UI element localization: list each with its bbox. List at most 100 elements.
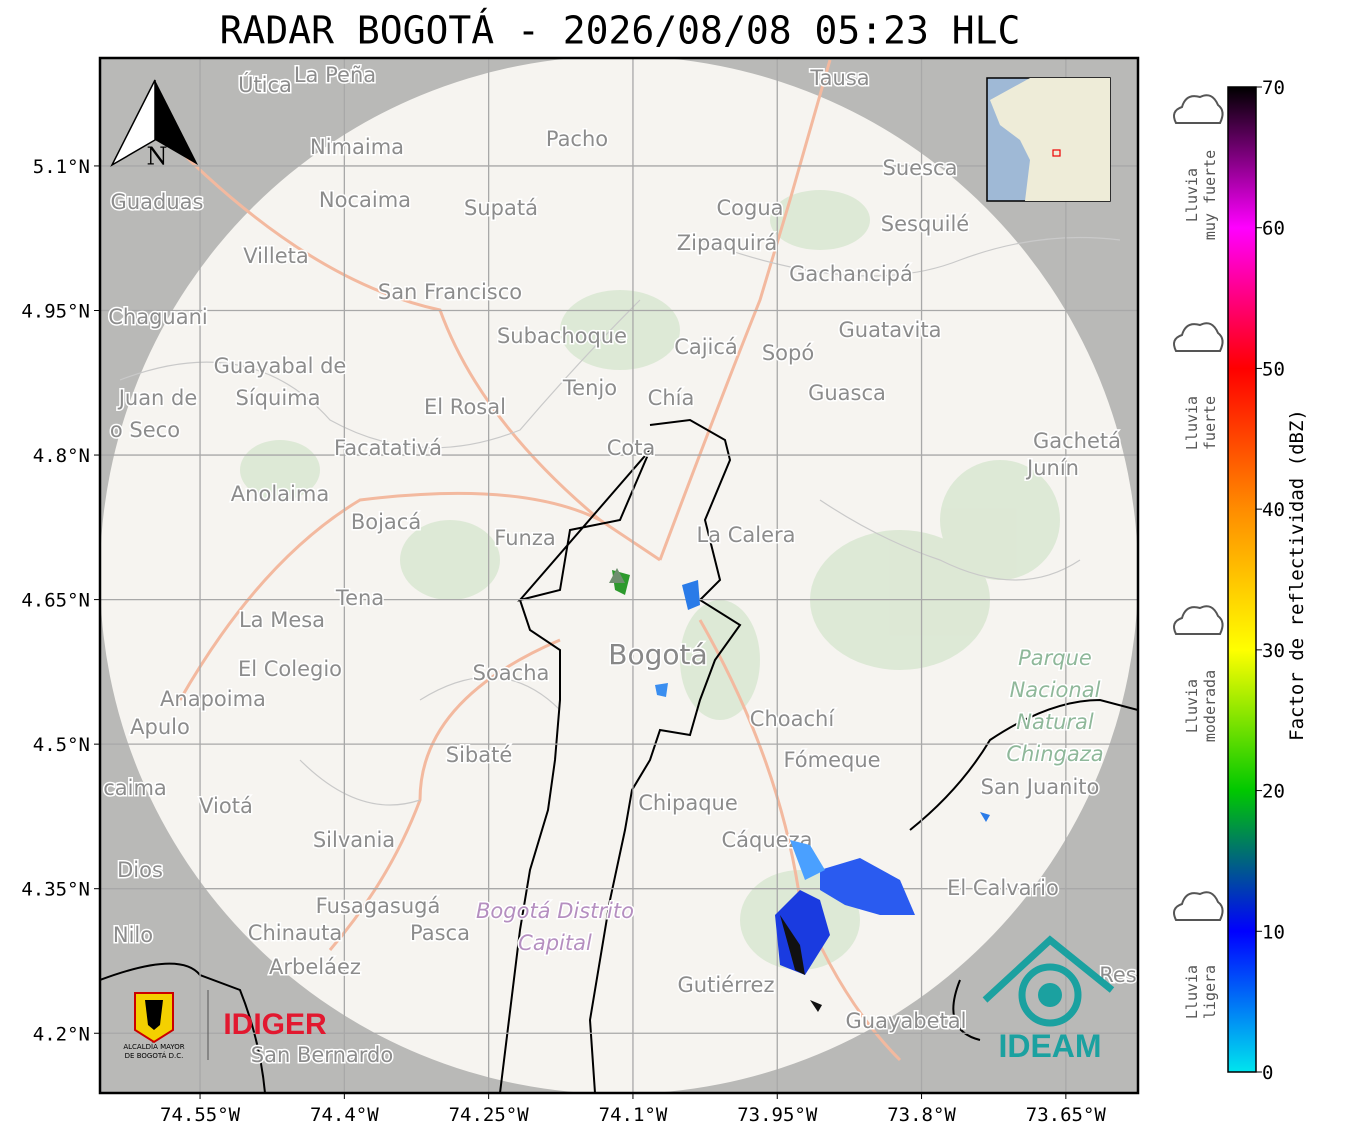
- axes: 74.55°W 74.4°W 74.25°W 74.1°W 73.95°W 73.8°W 7…: [21, 156, 1106, 1126]
- cloud: [1173, 94, 1224, 124]
- place-label: Chía: [648, 386, 695, 410]
- place-label: Gachancipá: [789, 262, 913, 286]
- logo-text: ALCALDÍA MAYOR: [123, 1042, 184, 1051]
- place-label: San Juanito: [981, 775, 1100, 799]
- y-tick-label: 4.65°N: [21, 590, 90, 612]
- place-label: Nocaima: [319, 188, 411, 212]
- colorbar-tick-label: 70: [1262, 77, 1285, 99]
- place-label: Junín: [1025, 456, 1079, 480]
- place-label: Fusagasugá: [316, 894, 441, 918]
- place-label: El Colegio: [238, 657, 342, 681]
- place-label: Anolaima: [231, 482, 329, 506]
- colorbar: 0 10 20 30 40 50 60 70 Factor de reflectividad (…: [1227, 77, 1308, 1084]
- north-arrow: N: [110, 79, 198, 171]
- place-label: Subachoque: [497, 324, 627, 348]
- cloud: [1173, 891, 1224, 921]
- weather-icon: [1173, 891, 1224, 921]
- place-label: o Seco: [110, 418, 180, 442]
- cloud: [1173, 605, 1224, 635]
- department-border: [100, 962, 266, 1093]
- title: RADAR BOGOTÁ - 2026/08/08 05:23 HLC: [220, 9, 1021, 53]
- place-label: Guayabal de: [214, 354, 347, 378]
- place-label: Arbeláez: [269, 955, 361, 979]
- rain-class-label: fuerte: [1201, 396, 1219, 450]
- colorbar-tick-label: 30: [1262, 640, 1285, 662]
- place-label: Bojacá: [351, 510, 421, 534]
- place-label: Choachí: [750, 707, 836, 731]
- place-label: Síquima: [236, 386, 321, 410]
- place-label: Facatativá: [334, 436, 442, 460]
- y-tick-label: 4.8°N: [33, 445, 90, 467]
- logo-text: IDEAM: [998, 1028, 1101, 1064]
- rain-class-label: ligera: [1201, 965, 1219, 1019]
- place-label: Sibaté: [446, 743, 513, 767]
- roads: [148, 59, 902, 1062]
- x-tick-label: 74.55°W: [160, 1104, 241, 1126]
- x-tick-label: 74.4°W: [310, 1104, 379, 1126]
- place-label: Gachetá: [1033, 429, 1121, 453]
- place-labels: Útica La Peña Tausa Pacho Nimaima Guaduas Noca…: [102, 62, 1138, 1069]
- place-label: La Peña: [294, 63, 376, 87]
- place-label: Útica: [238, 72, 292, 97]
- weather-icon: [1173, 322, 1224, 352]
- x-tick-label: 73.65°W: [1026, 1104, 1107, 1126]
- inset-map: [986, 77, 1111, 202]
- y-tick-label: 4.35°N: [21, 879, 90, 901]
- place-label: Pacho: [546, 127, 608, 151]
- place-label: San Bernardo: [251, 1043, 393, 1067]
- map: Útica La Peña Tausa Pacho Nimaima Guaduas Noca…: [100, 58, 1138, 1093]
- place-label: Dios: [117, 858, 163, 882]
- place-label: caima: [103, 776, 167, 800]
- place-label: Chinauta: [248, 921, 342, 945]
- place-label: Zipaquirá: [677, 231, 777, 255]
- place-label: El Calvario: [947, 876, 1059, 900]
- place-label: Apulo: [130, 715, 190, 739]
- north-label: N: [147, 143, 168, 171]
- x-tick-label: 74.1°W: [599, 1104, 668, 1126]
- colorbar-label: Factor de reflectividad (dBZ): [1286, 409, 1308, 741]
- rain-class-label: Lluvia: [1183, 396, 1201, 450]
- place-label: Fómeque: [783, 748, 880, 772]
- weather-icon: [1173, 94, 1224, 124]
- rain-class-label: muy fuerte: [1201, 150, 1219, 240]
- place-label: Anapoima: [160, 687, 266, 711]
- district-border: [499, 418, 742, 1093]
- place-label: Guatavita: [839, 318, 942, 342]
- place-label: La Mesa: [239, 608, 325, 632]
- logo-text: IDIGER: [223, 1008, 327, 1041]
- place-label: Tausa: [809, 66, 869, 90]
- place-label: Nimaima: [310, 135, 404, 159]
- place-label: Bogotá Distrito: [476, 899, 634, 923]
- place-label: Juan de: [117, 386, 198, 410]
- colorbar-tick-label: 60: [1262, 218, 1285, 240]
- y-tick-label: 4.2°N: [33, 1023, 90, 1045]
- place-label: Guaduas: [111, 190, 204, 214]
- department-border: [909, 698, 1138, 1093]
- place-label: Suesca: [883, 156, 958, 180]
- place-label: Nilo: [113, 923, 153, 947]
- place-label: San Francisco: [378, 280, 522, 304]
- colorbar-tick-label: 20: [1262, 781, 1285, 803]
- place-label: Bogotá: [608, 638, 707, 671]
- place-label: Gutiérrez: [678, 973, 775, 997]
- place-label: Guayabetal: [846, 1009, 967, 1033]
- place-label: Cogua: [716, 196, 783, 220]
- place-label: Tenjo: [562, 376, 617, 400]
- place-label: Sesquilé: [881, 212, 969, 236]
- place-label: Chipaque: [638, 791, 738, 815]
- place-label: La Calera: [696, 523, 795, 547]
- place-label: Sopó: [762, 341, 814, 365]
- boundaries: [119, 236, 1121, 806]
- logo-ideam: IDEAM: [982, 935, 1115, 1064]
- place-label: Viotá: [199, 794, 253, 818]
- logo-alcaldia: ALCALDÍA MAYOR DE BOGOTÁ D.C. IDIGER: [123, 990, 327, 1060]
- x-tick-label: 73.8°W: [887, 1104, 956, 1126]
- place-label: Funza: [494, 526, 555, 550]
- rain-class-label: Lluvia: [1183, 965, 1201, 1019]
- place-label: Tena: [335, 586, 384, 610]
- radar-echoes: [609, 568, 990, 1012]
- place-label: Soacha: [473, 661, 550, 685]
